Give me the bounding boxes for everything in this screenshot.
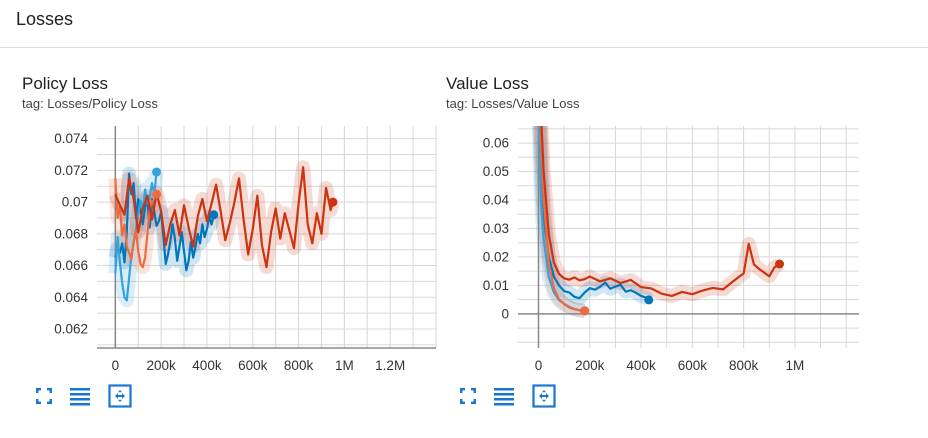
x-tick-label: 400k [626,358,656,373]
toggle-data-button[interactable] [68,384,92,408]
x-tick-label: 1M [335,358,354,373]
chart-title: Policy Loss [22,74,108,93]
series-line [114,166,334,269]
y-tick-label: 0.04 [483,193,510,208]
series-line [540,126,781,298]
value-loss-chart[interactable]: 0 0.01 0.02 0.03 0.04 0.05 0.06 0 200k 400k 600k 80… [446,60,866,380]
y-tick-label: 0.074 [54,131,88,146]
fit-domain-icon [108,384,132,408]
list-icon [70,388,90,406]
series-end-point [328,197,338,207]
fit-domain-button[interactable] [532,384,556,408]
fullscreen-icon [36,388,52,404]
chart-title: Value Loss [446,74,529,93]
list-icon [494,388,514,406]
x-tick-label: 400k [192,358,222,373]
x-tick-label: 800k [729,358,759,373]
series-lines [537,126,781,313]
y-tick-label: 0.07 [62,195,88,210]
toggle-data-button[interactable] [492,384,516,408]
y-tick-label: 0.03 [483,221,509,236]
y-tick-label: 0.01 [483,278,509,293]
y-tick-label: 0.072 [54,163,88,178]
series-end-point [644,295,654,305]
y-tick-label: 0.068 [54,226,88,241]
section-header: Losses [0,0,928,48]
y-tick-label: 0.066 [54,258,88,273]
value-loss-card: Value Loss tag: Losses/Value Loss 0 0.01 0… [446,60,866,430]
series-line [114,171,158,302]
x-tick-label: 600k [238,358,268,373]
x-tick-label: 0 [535,358,543,373]
chart-tag: tag: Losses/Policy Loss [22,96,158,111]
x-tick-label: 600k [678,358,708,373]
series-lines [114,166,334,302]
y-tick-label: 0 [501,306,509,321]
x-tick-label: 1.2M [375,358,405,373]
y-tick-label: 0.064 [54,290,88,305]
series-end-point [209,210,219,220]
y-tick-label: 0.02 [483,249,509,264]
y-tick-label: 0.06 [483,136,509,151]
grid [97,126,437,348]
x-tick-label: 1M [786,358,805,373]
chart-tag: tag: Losses/Value Loss [446,96,580,111]
fit-domain-button[interactable] [108,384,132,408]
grid [518,126,859,348]
policy-loss-chart[interactable]: 0.062 0.064 0.066 0.068 0.07 0.072 0.074 0 200k 4… [22,60,442,380]
x-tick-label: 200k [575,358,605,373]
series-end-point [152,189,162,199]
series-end-point [152,167,162,177]
x-tick-label: 800k [284,358,314,373]
fullscreen-button[interactable] [32,384,56,408]
y-tick-label: 0.05 [483,164,509,179]
series-end-point [775,259,785,269]
series-line [539,126,585,313]
fullscreen-icon [460,388,476,404]
fullscreen-button[interactable] [456,384,480,408]
series-line [538,126,650,301]
y-tick-label: 0.062 [54,321,88,336]
x-tick-label: 200k [146,358,176,373]
section-title: Losses [16,9,74,29]
policy-loss-card: Policy Loss tag: Losses/Policy Loss 0.06… [22,60,442,430]
fit-domain-icon [532,384,556,408]
series-end-point [580,306,590,316]
x-tick-label: 0 [112,358,120,373]
